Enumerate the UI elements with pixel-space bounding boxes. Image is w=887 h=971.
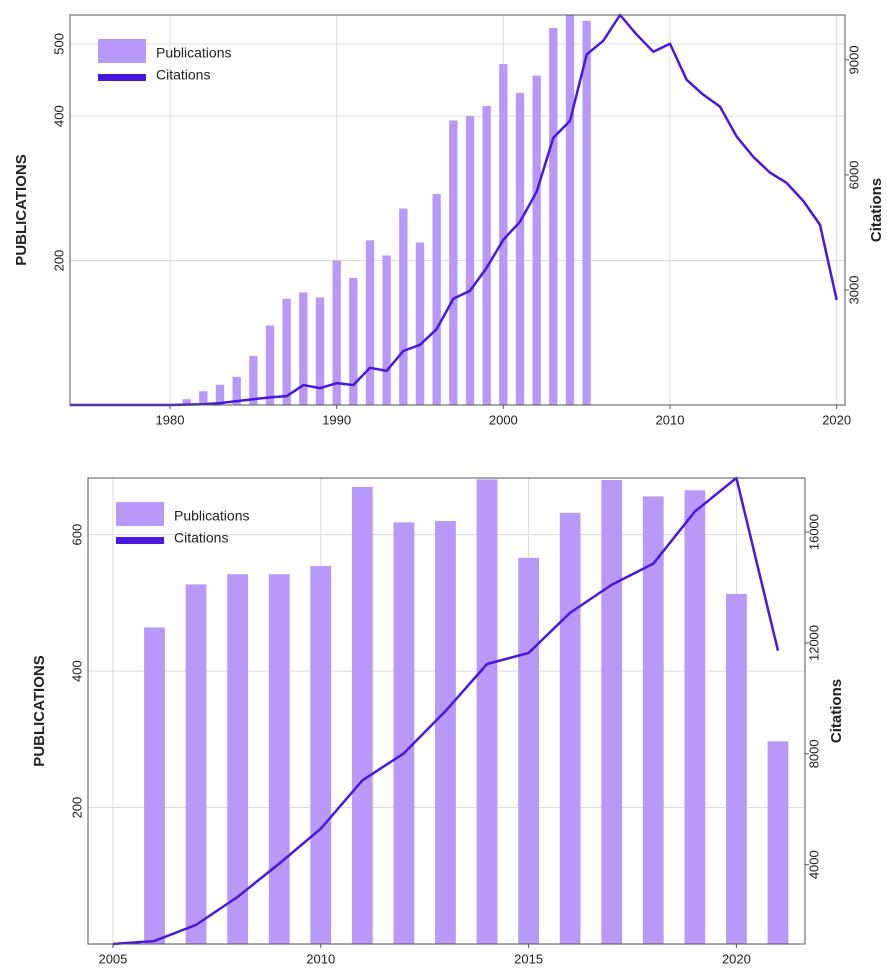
y-tick-label: 400 xyxy=(51,105,66,127)
legend-label: Publications xyxy=(174,508,250,524)
x-tick-label: 1990 xyxy=(322,412,351,427)
y-axis-title: PUBLICATIONS xyxy=(13,154,30,265)
x-tick-label: 1980 xyxy=(156,412,185,427)
x-tick-label: 2010 xyxy=(306,951,335,966)
bar xyxy=(767,741,789,944)
bar xyxy=(310,566,332,944)
bar xyxy=(399,208,408,405)
y2-axis-title: Citations xyxy=(868,178,885,242)
line xyxy=(112,476,780,946)
plot-frame xyxy=(69,14,846,406)
bar xyxy=(185,584,207,944)
subchart: 200 400 600 4000 8000 12000 16000 2005 2010 2015 2… xyxy=(31,476,845,966)
plot-frame xyxy=(87,477,806,945)
line xyxy=(70,13,838,407)
bar xyxy=(249,355,258,405)
bar xyxy=(449,120,458,405)
bar xyxy=(393,522,415,944)
legend-label: Publications xyxy=(156,45,232,61)
bar xyxy=(199,391,208,405)
y-tick-label: 600 xyxy=(69,524,84,546)
y-tick-label: 400 xyxy=(69,660,84,682)
bar xyxy=(499,64,508,405)
bar xyxy=(435,520,456,944)
bar xyxy=(532,75,541,406)
bar xyxy=(265,325,275,405)
legend-label: Citations xyxy=(174,530,228,546)
bar xyxy=(315,297,325,405)
bar xyxy=(282,298,291,405)
y2-tick-label: 6000 xyxy=(846,160,861,189)
subchart: 200 400 500 3000 6000 9000 1980 1990 2000 2010 202… xyxy=(13,13,885,427)
bar xyxy=(476,479,498,944)
bar xyxy=(559,512,581,944)
y2-tick-label: 4000 xyxy=(806,850,821,879)
bar xyxy=(332,260,341,405)
bar xyxy=(565,15,575,405)
x-tick-label: 2020 xyxy=(722,951,751,966)
y2-axis-title: Citations xyxy=(828,679,845,743)
bar xyxy=(365,240,375,405)
x-tick-label: 2000 xyxy=(489,412,518,427)
bar xyxy=(349,277,358,405)
bar xyxy=(415,242,425,405)
y-tick-label: 200 xyxy=(51,250,66,272)
legend-swatch xyxy=(116,537,164,544)
y2-tick-label: 3000 xyxy=(846,275,861,304)
bar xyxy=(601,480,623,944)
x-tick-label: 2010 xyxy=(656,412,685,427)
bar xyxy=(582,20,591,406)
bar xyxy=(351,486,373,944)
bar xyxy=(382,255,391,405)
y-tick-label: 200 xyxy=(69,797,84,819)
x-tick-label: 2015 xyxy=(514,951,543,966)
legend-label: Citations xyxy=(156,67,210,83)
y-tick-label: 500 xyxy=(51,33,66,55)
y2-tick-label: 16000 xyxy=(806,514,821,550)
legend-swatch xyxy=(98,74,146,81)
y2-tick-label: 8000 xyxy=(806,739,821,768)
bar xyxy=(684,490,706,944)
bar xyxy=(144,627,165,944)
bar xyxy=(549,28,558,405)
y2-tick-label: 9000 xyxy=(846,45,861,74)
bar xyxy=(465,116,475,405)
bar xyxy=(182,399,191,405)
bar xyxy=(726,593,747,944)
bar xyxy=(227,574,249,944)
legend-swatch xyxy=(116,502,164,526)
bar xyxy=(215,384,225,405)
bar xyxy=(515,93,525,405)
y2-tick-label: 12000 xyxy=(806,625,821,661)
x-tick-label: 2020 xyxy=(822,412,851,427)
legend-swatch xyxy=(98,39,146,63)
bar xyxy=(299,292,308,405)
bar xyxy=(642,496,664,944)
y-axis-title: PUBLICATIONS xyxy=(31,655,48,766)
bar xyxy=(482,106,491,405)
bar xyxy=(518,557,539,944)
bar xyxy=(268,574,290,944)
x-tick-label: 2005 xyxy=(98,951,127,966)
bar xyxy=(232,376,241,405)
bar xyxy=(432,194,441,405)
